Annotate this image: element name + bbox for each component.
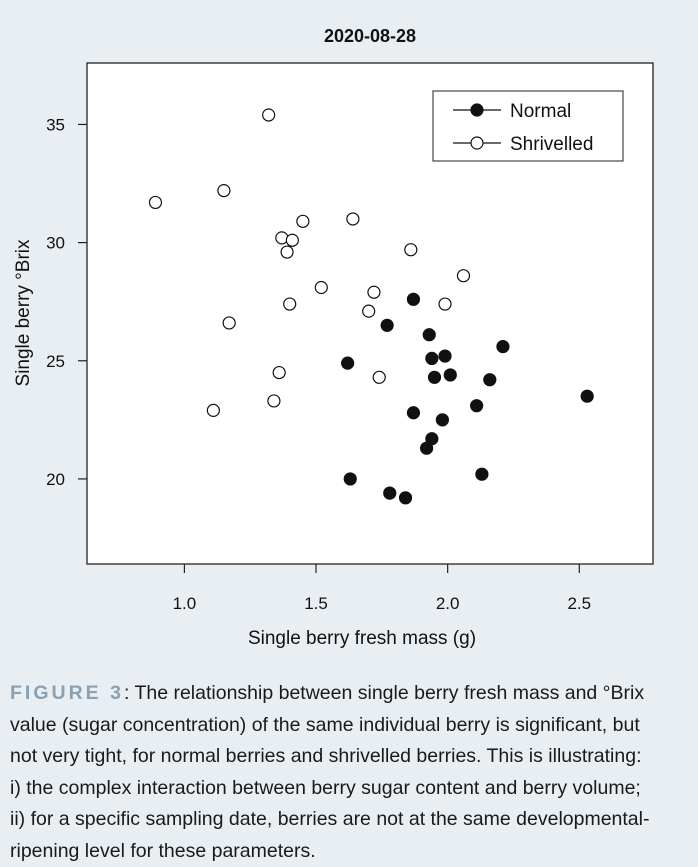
point-normal	[435, 413, 449, 427]
point-normal	[427, 370, 442, 384]
caption-line: not very tight, for normal berries and s…	[10, 745, 642, 767]
point-normal	[380, 318, 394, 332]
point-shrivelled	[283, 297, 297, 311]
point-normal	[475, 467, 489, 481]
caption-separator: :	[123, 682, 130, 704]
point-normal	[420, 441, 434, 455]
point-normal	[483, 373, 497, 387]
point-shrivelled	[262, 108, 276, 122]
legend-marker-shrivelled	[470, 136, 484, 150]
x-tick-label: 2.0	[436, 594, 460, 613]
x-tick-label: 1.5	[304, 594, 328, 613]
y-axis: 20 25 30 35	[46, 115, 87, 489]
point-shrivelled	[372, 370, 386, 384]
point-shrivelled	[280, 245, 294, 259]
point-shrivelled	[314, 280, 328, 295]
point-normal	[398, 491, 413, 505]
point-shrivelled	[296, 214, 310, 228]
caption-line: i) the complex interaction between berry…	[10, 776, 641, 799]
point-shrivelled	[222, 316, 236, 330]
point-shrivelled	[346, 212, 360, 226]
legend-label-shrivelled: Shrivelled	[510, 134, 593, 155]
point-normal	[406, 406, 421, 420]
point-normal	[422, 328, 436, 342]
point-shrivelled	[456, 269, 471, 283]
caption-line: ii) for a specific sampling date, berrie…	[10, 808, 650, 830]
point-normal	[383, 486, 397, 500]
point-normal	[438, 349, 452, 363]
point-normal	[425, 351, 439, 366]
point-normal	[343, 472, 357, 486]
point-shrivelled	[272, 365, 286, 380]
legend-box	[432, 90, 624, 162]
y-tick-label: 20	[46, 470, 65, 489]
chart-title: 2020-08-28	[324, 26, 416, 46]
point-shrivelled	[148, 195, 163, 210]
x-axis-label: Single berry fresh mass (g)	[248, 628, 476, 649]
point-shrivelled	[367, 285, 381, 299]
figure-caption: FIGURE 3: The relationship between singl…	[10, 678, 692, 867]
legend-label-normal: Normal	[510, 101, 571, 122]
legend: Normal Shrivelled	[432, 90, 624, 162]
legend-marker-normal	[470, 103, 484, 117]
point-shrivelled	[217, 184, 231, 198]
point-shrivelled	[362, 304, 376, 318]
y-tick-label: 30	[46, 234, 65, 253]
point-normal	[470, 399, 484, 413]
point-normal	[443, 368, 457, 382]
point-shrivelled	[267, 394, 281, 408]
x-tick-label: 2.5	[567, 594, 591, 613]
x-tick-label: 1.0	[173, 594, 197, 613]
caption-label: FIGURE 3	[10, 682, 124, 704]
point-shrivelled	[285, 233, 299, 247]
caption-line: value (sugar concentration) of the same …	[10, 713, 640, 736]
y-axis-label: Single berry °Brix	[13, 239, 34, 386]
point-normal	[341, 356, 355, 370]
caption-line: The relationship between single berry fr…	[134, 682, 645, 704]
point-shrivelled	[206, 403, 220, 417]
y-tick-label: 35	[46, 115, 65, 134]
scatter-chart: 2020-08-28 1.0 1.5 2.0 2.5 20 25 30 35 Single …	[13, 26, 654, 649]
data-points	[148, 108, 594, 505]
point-shrivelled	[404, 243, 418, 257]
point-normal	[580, 389, 594, 403]
point-normal	[406, 292, 421, 306]
caption-line: ripening level for these parameters.	[10, 839, 316, 862]
x-axis: 1.0 1.5 2.0 2.5	[173, 564, 591, 613]
point-shrivelled	[438, 297, 452, 311]
point-normal	[496, 339, 510, 354]
y-tick-label: 25	[46, 352, 65, 371]
